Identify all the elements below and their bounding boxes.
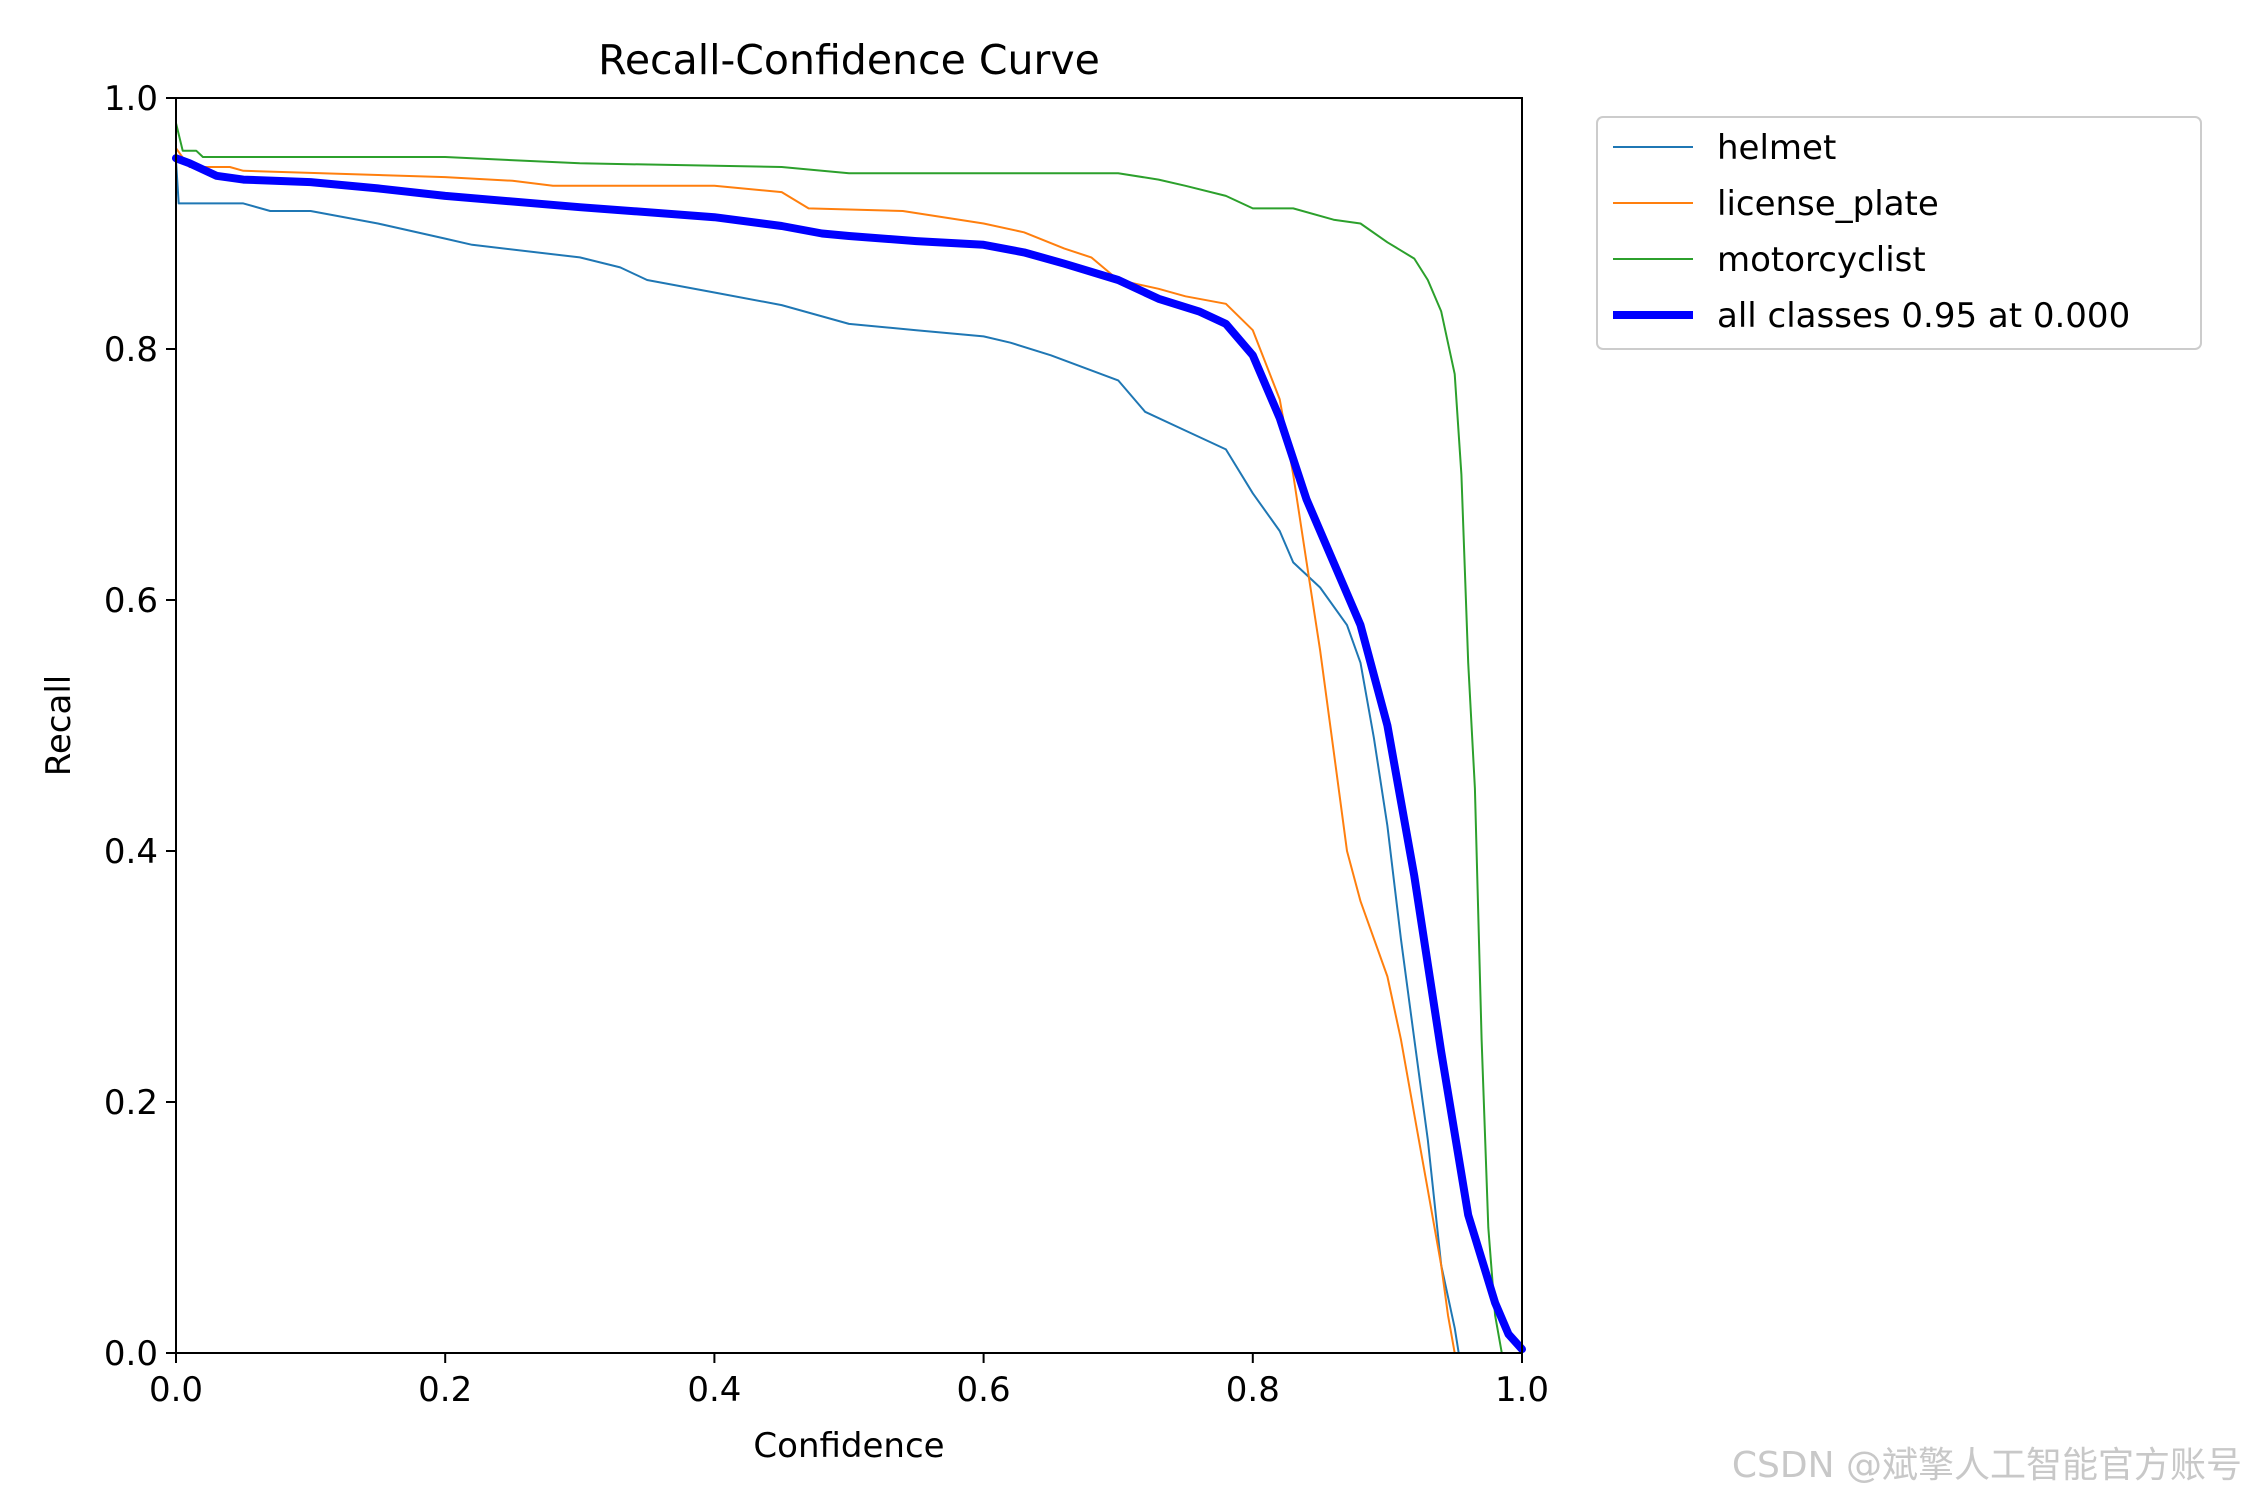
y-tick-label: 0.2 (104, 1083, 158, 1123)
x-tick-label: 0.6 (957, 1370, 1011, 1410)
legend-label-license-plate: license_plate (1717, 184, 1939, 224)
x-tick-label: 1.0 (1495, 1370, 1549, 1410)
chart-title: Recall-Confidence Curve (598, 36, 1100, 84)
legend-box (1596, 116, 2202, 350)
series-line-all (172, 154, 1526, 1354)
y-tick-label: 0.0 (104, 1334, 158, 1374)
plot-frame (175, 97, 1523, 1354)
x-tick-label: 0.8 (1226, 1370, 1280, 1410)
y-tick-label: 0.4 (104, 832, 158, 872)
y-tick-label: 1.0 (104, 79, 158, 119)
series-line-helmet (175, 159, 1523, 1354)
legend: helmet license_plate motorcyclist all class… (1596, 116, 2202, 350)
x-tick-label: 0.0 (149, 1370, 203, 1410)
legend-label-helmet: helmet (1717, 128, 1836, 168)
y-axis: 0.0 0.2 0.4 0.6 0.8 1.0 (104, 79, 176, 1374)
y-axis-label: Recall (39, 675, 79, 776)
x-axis: 0.0 0.2 0.4 0.6 0.8 1.0 (149, 1353, 1549, 1410)
x-axis-label: Confidence (753, 1426, 944, 1466)
y-tick-label: 0.6 (104, 581, 158, 621)
watermark: CSDN @斌擎人工智能官方账号 (1731, 1445, 2242, 1486)
legend-label-all: all classes 0.95 at 0.000 (1717, 296, 2130, 336)
series-layer (172, 122, 1526, 1354)
x-tick-label: 0.4 (687, 1370, 741, 1410)
series-line-motorcyclist (175, 122, 1523, 1354)
series-line-license-plate (175, 147, 1523, 1354)
x-tick-label: 0.2 (418, 1370, 472, 1410)
legend-label-motorcyclist: motorcyclist (1717, 240, 1926, 280)
y-tick-label: 0.8 (104, 330, 158, 370)
